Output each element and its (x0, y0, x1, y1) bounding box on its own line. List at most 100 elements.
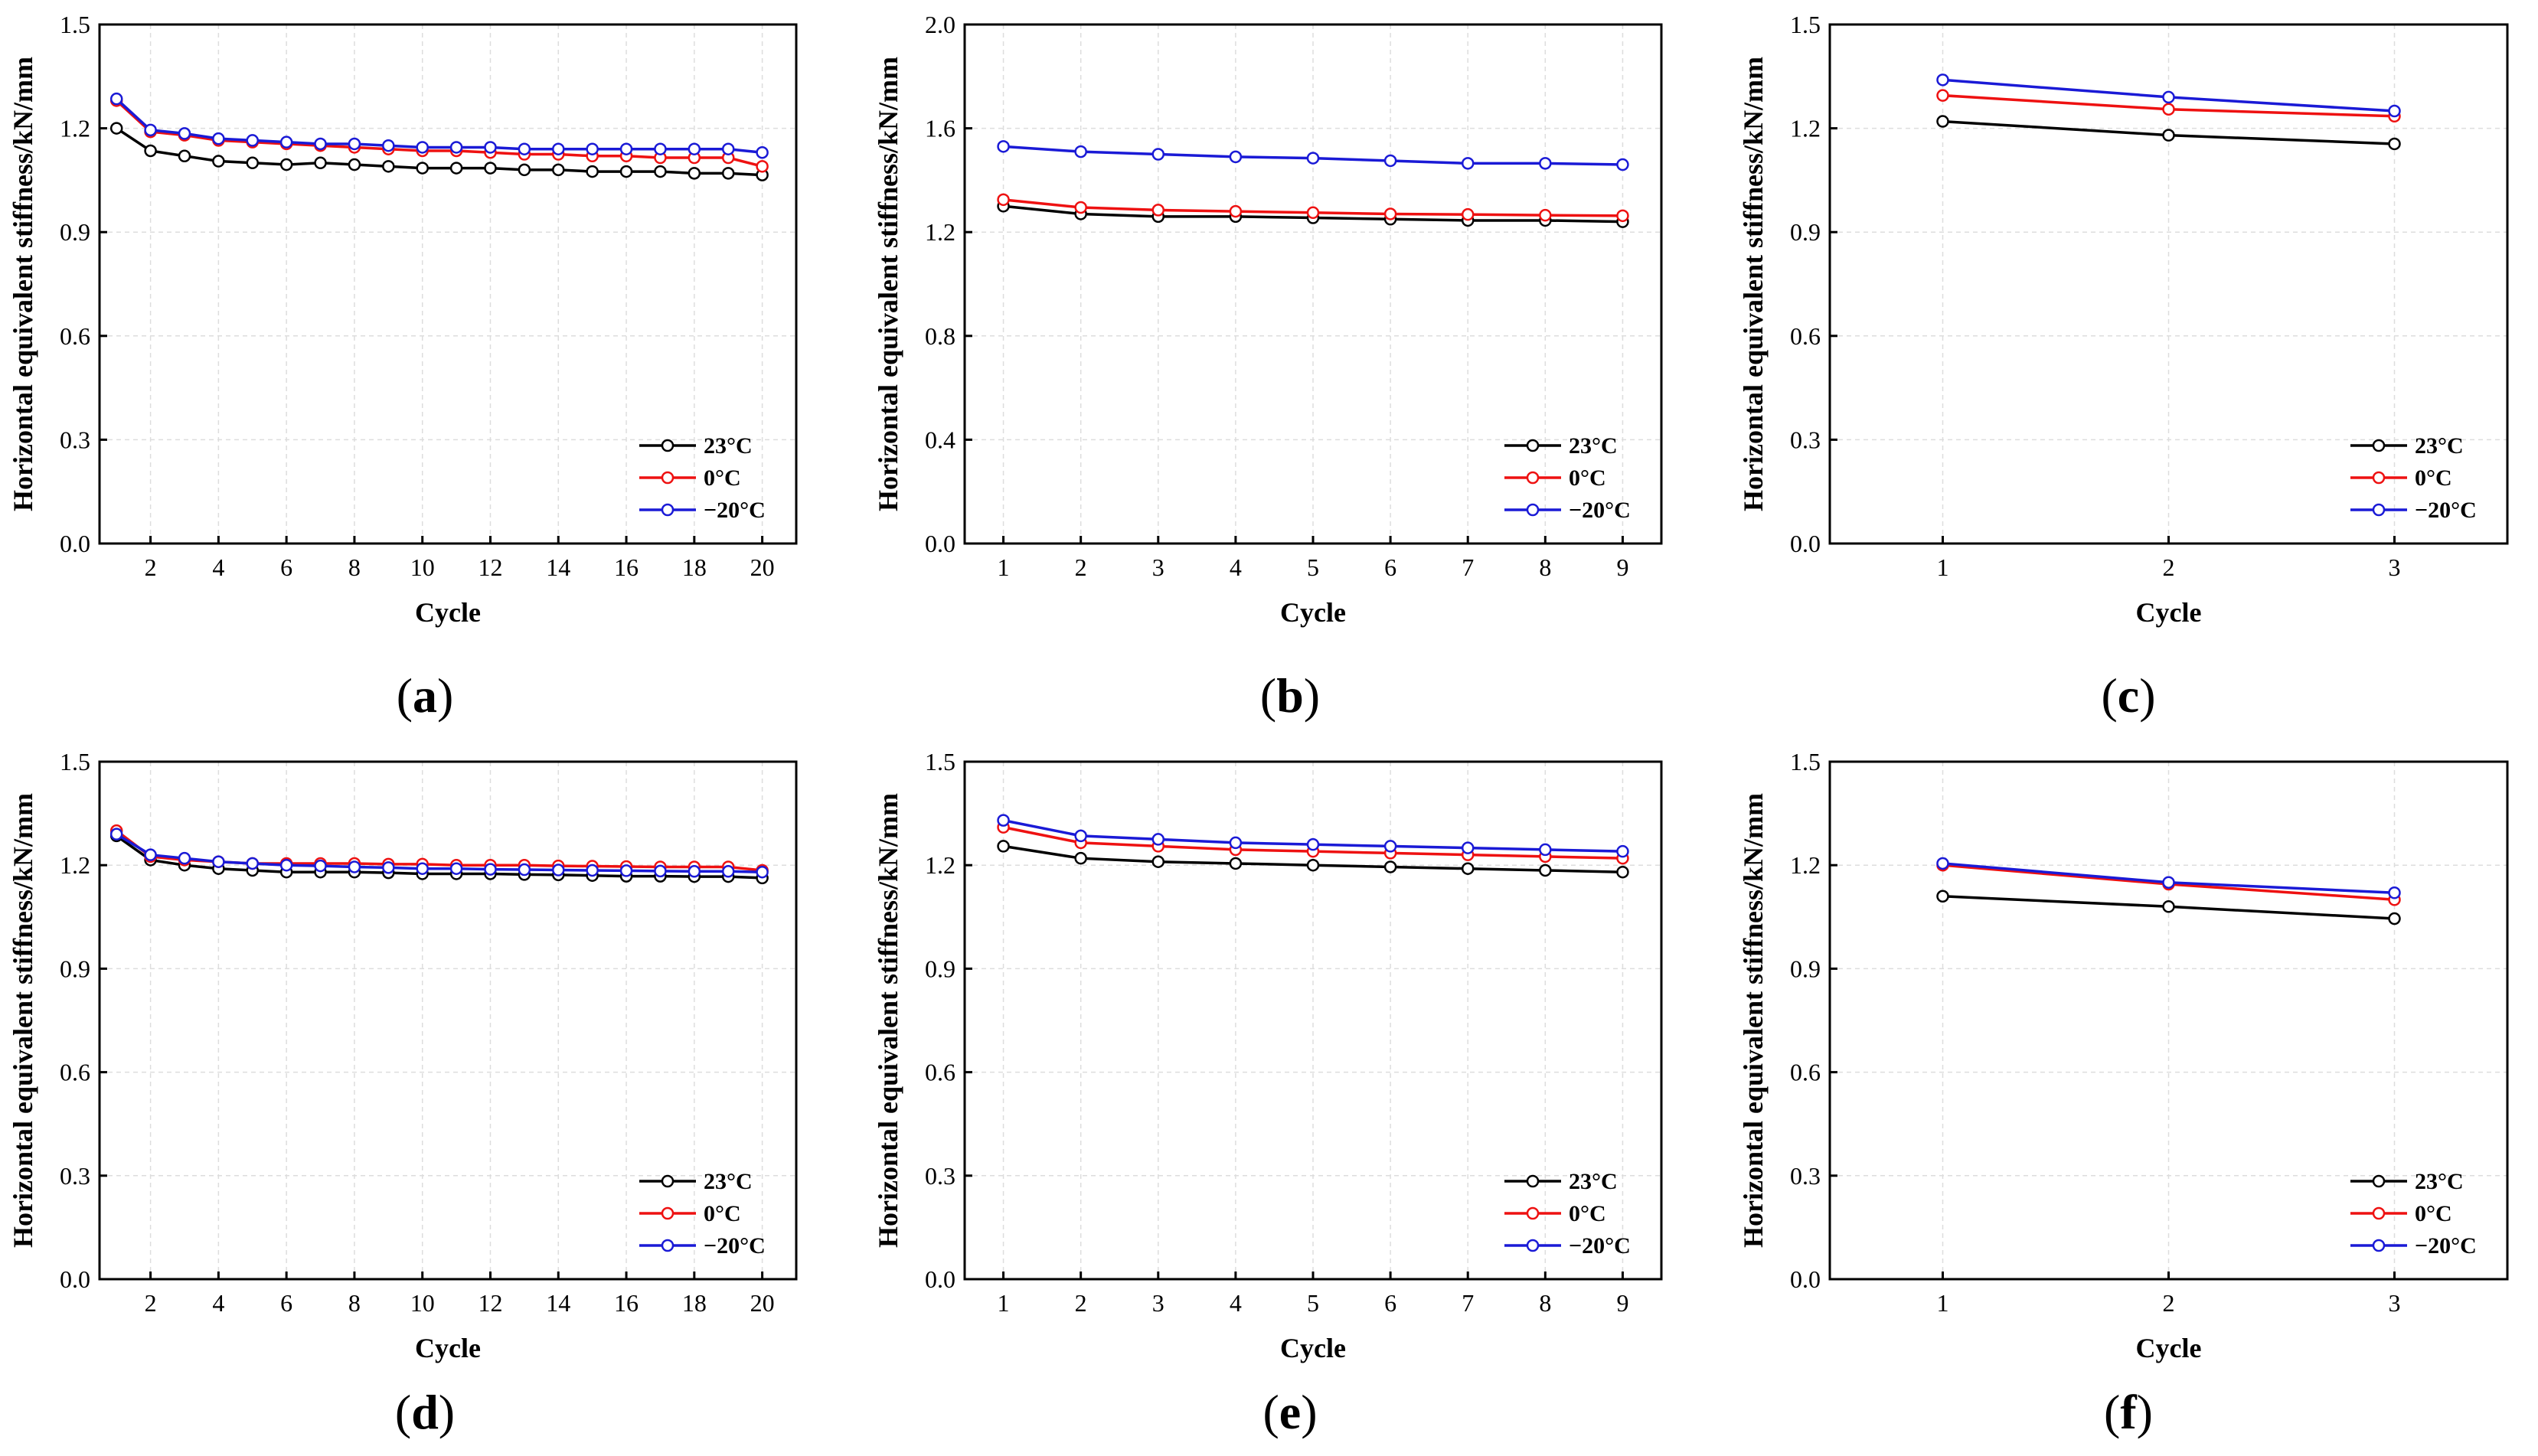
x-tick-label: 3 (1152, 553, 1164, 581)
y-tick-label: 2.0 (925, 11, 955, 38)
data-point (212, 855, 225, 868)
data-point (1151, 833, 1165, 846)
plot-frame (98, 23, 798, 545)
x-axis-title: Cycle (1280, 597, 1346, 628)
data-point (1229, 150, 1243, 164)
legend-label: 0°C (704, 465, 741, 491)
data-point (1461, 862, 1475, 875)
data-point (382, 139, 395, 152)
legend-label: −20°C (2415, 1233, 2477, 1258)
data-point (688, 167, 701, 180)
x-axis-title: Cycle (1280, 1333, 1346, 1363)
data-point (721, 167, 735, 180)
data-point (619, 165, 633, 178)
data-point (654, 142, 667, 155)
x-tick-label: 14 (546, 1289, 570, 1317)
data-point (279, 158, 293, 171)
x-tick-label: 2 (145, 1289, 157, 1317)
data-point (1936, 115, 1949, 128)
data-point (1383, 207, 1397, 220)
y-tick-label: 1.5 (1790, 748, 1821, 775)
data-point (552, 142, 565, 155)
x-axis-title: Cycle (2136, 597, 2202, 628)
y-tick-label: 1.2 (1790, 851, 1821, 879)
data-point (619, 142, 633, 155)
data-point (382, 861, 395, 874)
data-point (756, 865, 769, 879)
panel-label-b: (b) (1259, 668, 1321, 723)
x-tick-label: 5 (1307, 553, 1319, 581)
legend-label: 23°C (704, 1169, 753, 1194)
data-point (1616, 844, 1629, 858)
x-tick-label: 12 (478, 553, 502, 581)
data-point (484, 162, 497, 175)
x-tick-label: 8 (348, 553, 361, 581)
data-point (1306, 152, 1320, 165)
data-point (1383, 840, 1397, 853)
legend-label: −20°C (704, 1233, 766, 1258)
panel-e: 0.0 0.3 0.6 0.9 1.2 1.5 1 2 3 4 5 6 7 8 9 Cycle Horizont… (865, 735, 1711, 1456)
x-tick-label: 4 (1230, 553, 1242, 581)
data-point (314, 859, 327, 873)
legend-marker (1526, 439, 1540, 452)
data-point (314, 156, 327, 170)
data-point (518, 163, 531, 177)
data-point (348, 158, 361, 171)
x-tick-label: 2 (2163, 1289, 2175, 1317)
x-tick-label: 1 (998, 1289, 1010, 1317)
data-point (246, 134, 260, 147)
legend-label: 23°C (1569, 433, 1618, 459)
data-point (1306, 858, 1320, 872)
y-tick-label: 0.0 (1790, 1265, 1821, 1293)
panel-label-e: (e) (1262, 1385, 1318, 1439)
data-point (484, 141, 497, 154)
x-tick-label: 2 (1075, 1289, 1087, 1317)
legend-marker (2372, 1174, 2386, 1188)
chart-svg-f: 0.0 0.3 0.6 0.9 1.2 1.5 1 2 3 Cycle Horizontal equ… (1738, 748, 2509, 1363)
data-point (109, 122, 123, 135)
y-tick-label: 0.3 (60, 1162, 90, 1190)
data-point (1616, 865, 1629, 879)
x-tick-label: 10 (410, 553, 435, 581)
data-point (144, 144, 157, 158)
x-tick-label: 6 (280, 1289, 292, 1317)
data-point (654, 165, 667, 178)
data-point (997, 140, 1010, 153)
y-tick-label: 1.2 (60, 851, 90, 879)
y-tick-label: 0.6 (1790, 322, 1821, 350)
y-tick-label: 1.2 (1790, 115, 1821, 142)
y-tick-label: 1.2 (925, 218, 955, 246)
data-point (1936, 73, 1949, 87)
x-tick-label: 7 (1462, 553, 1474, 581)
data-point (1539, 208, 1552, 222)
x-tick-label: 8 (1539, 1289, 1551, 1317)
data-point (1383, 154, 1397, 168)
data-point (449, 862, 463, 875)
data-point (1074, 851, 1087, 865)
data-point (484, 863, 497, 876)
y-tick-label: 1.2 (925, 851, 955, 879)
y-tick-label: 1.5 (60, 11, 90, 38)
y-axis-title: Horizontal equivalent stiffness/kN/mm (8, 57, 38, 511)
x-tick-label: 9 (1616, 1289, 1628, 1317)
legend-marker (661, 503, 675, 517)
data-point (449, 162, 463, 175)
legend-marker (2372, 1206, 2386, 1220)
x-tick-label: 2 (145, 553, 157, 581)
x-tick-label: 18 (682, 553, 707, 581)
legend-marker (1526, 1239, 1540, 1252)
data-point (552, 163, 565, 177)
data-point (1229, 857, 1243, 870)
y-axis-title: Horizontal equivalent stiffness/kN/mm (873, 793, 903, 1248)
data-point (756, 160, 769, 173)
data-point (449, 141, 463, 154)
legend-marker (1526, 471, 1540, 485)
y-tick-label: 1.5 (925, 748, 955, 775)
data-point (314, 137, 327, 151)
legend-label: 23°C (2415, 1169, 2464, 1194)
legend-label: −20°C (2415, 498, 2477, 523)
y-tick-label: 0.6 (925, 1059, 955, 1086)
data-point (552, 863, 565, 877)
x-tick-label: 20 (750, 553, 775, 581)
data-point (721, 142, 735, 155)
